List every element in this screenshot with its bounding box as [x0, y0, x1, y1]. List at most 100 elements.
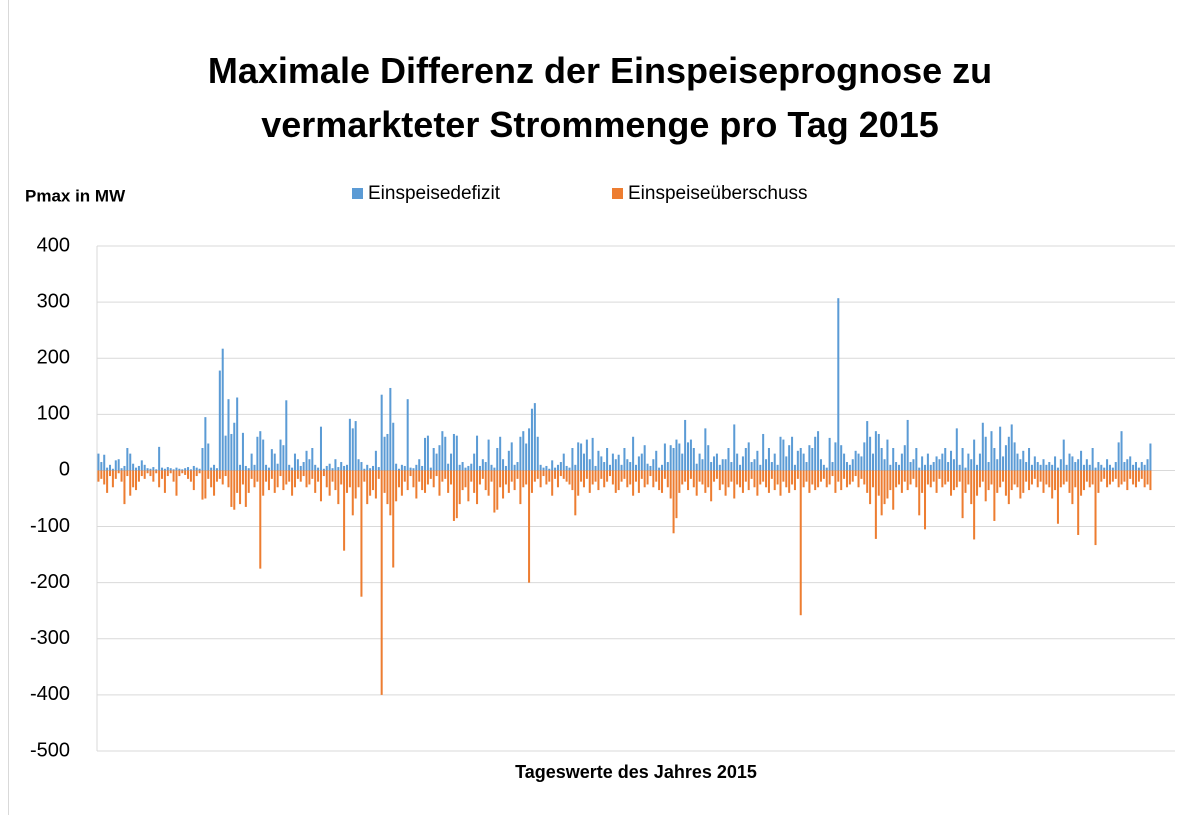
- bar: [100, 462, 103, 471]
- bar: [259, 470, 262, 569]
- bar: [1004, 445, 1007, 471]
- bar: [831, 470, 834, 477]
- bar: [559, 462, 562, 471]
- bar: [906, 470, 909, 491]
- bar: [603, 462, 606, 471]
- bar: [591, 437, 594, 471]
- bar: [522, 431, 525, 471]
- bar: [207, 443, 210, 471]
- bar: [658, 467, 661, 471]
- bar: [418, 459, 421, 471]
- bar: [140, 470, 143, 477]
- bar: [655, 470, 658, 482]
- bar: [1134, 470, 1137, 488]
- bar: [490, 470, 493, 482]
- bar: [1062, 470, 1065, 485]
- bar: [507, 450, 510, 471]
- bar: [713, 470, 716, 482]
- bar: [929, 464, 932, 471]
- bar: [773, 453, 776, 471]
- bar: [1146, 459, 1149, 471]
- bar: [606, 448, 609, 471]
- bar: [718, 470, 721, 491]
- bar: [1097, 470, 1100, 493]
- bar: [603, 470, 606, 488]
- bar: [1054, 456, 1057, 471]
- y-tick-label: -500: [30, 739, 70, 761]
- bar: [172, 470, 175, 482]
- bar: [652, 459, 655, 471]
- bar: [1028, 448, 1031, 471]
- bar: [655, 450, 658, 471]
- bar: [132, 470, 135, 488]
- bar: [981, 422, 984, 471]
- bar: [1025, 470, 1028, 482]
- bar: [487, 439, 490, 471]
- bar: [909, 470, 912, 485]
- bar: [181, 469, 184, 471]
- bar: [958, 470, 961, 482]
- bar: [640, 470, 643, 479]
- bar: [684, 470, 687, 482]
- bar: [776, 470, 779, 485]
- bar: [380, 470, 383, 695]
- bar: [724, 470, 727, 496]
- bar: [371, 465, 375, 471]
- bar: [484, 462, 487, 471]
- bar: [348, 418, 351, 471]
- bar: [874, 431, 877, 471]
- bar: [1062, 439, 1065, 471]
- bar: [643, 470, 646, 488]
- bar: [224, 470, 227, 477]
- legend-label: Einspeiseüberschuss: [628, 183, 808, 204]
- bar: [773, 470, 776, 491]
- bar: [796, 450, 799, 471]
- bar: [528, 428, 531, 471]
- bar: [213, 470, 216, 496]
- bar: [585, 470, 588, 479]
- bar: [481, 470, 484, 479]
- bar: [788, 470, 791, 493]
- bar: [1123, 462, 1126, 471]
- bar: [296, 459, 299, 471]
- bar: [1132, 464, 1135, 471]
- bar: [120, 468, 123, 471]
- bar: [987, 470, 990, 491]
- bar: [455, 435, 458, 471]
- bar: [256, 436, 259, 471]
- bar: [291, 467, 294, 471]
- bar: [999, 426, 1002, 471]
- bar: [114, 470, 117, 479]
- bar: [779, 470, 782, 496]
- bar: [236, 470, 239, 493]
- bar: [799, 470, 802, 616]
- bar: [698, 470, 701, 482]
- bar: [1068, 470, 1071, 493]
- y-tick-label: -300: [30, 627, 70, 649]
- bar: [444, 470, 447, 479]
- bar: [351, 428, 354, 471]
- bar: [461, 462, 464, 471]
- bar: [871, 470, 874, 488]
- bar: [161, 470, 164, 479]
- bar: [241, 470, 244, 485]
- bar: [840, 470, 843, 491]
- bar: [658, 470, 661, 491]
- bar: [400, 464, 403, 471]
- bar: [386, 470, 389, 505]
- bar: [429, 467, 432, 471]
- bar: [195, 467, 198, 471]
- bar: [681, 470, 684, 485]
- bar: [1019, 470, 1022, 499]
- bar: [374, 450, 377, 471]
- bar: [562, 453, 565, 471]
- bar: [666, 462, 669, 471]
- bar: [536, 436, 539, 471]
- bar: [762, 433, 765, 471]
- legend-swatch: [612, 188, 623, 199]
- bar: [184, 470, 187, 475]
- bar: [730, 462, 733, 471]
- bar: [637, 456, 640, 471]
- bar: [715, 470, 718, 479]
